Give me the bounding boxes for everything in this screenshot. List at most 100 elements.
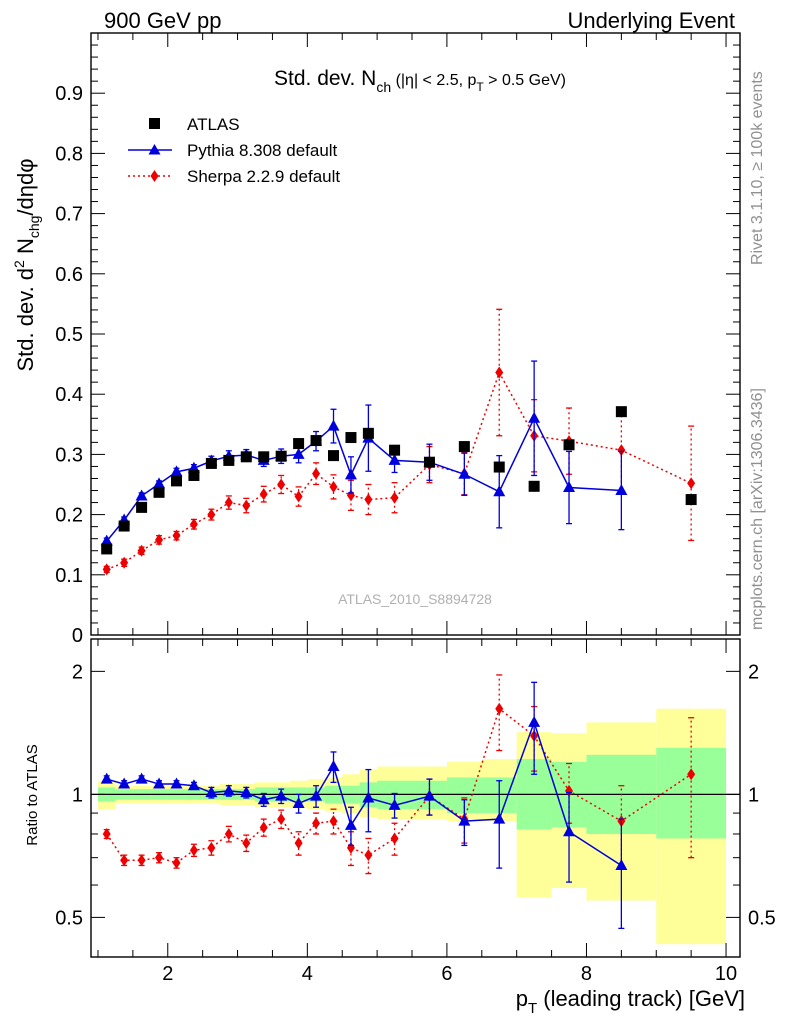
main-ytick-label: 0.6 [55, 264, 83, 286]
main-sherpa-point [189, 518, 198, 531]
main-sherpa-point [312, 467, 321, 480]
header-right: Underlying Event [567, 8, 735, 33]
main-atlas-point [223, 454, 235, 466]
main-atlas-point [345, 432, 357, 444]
ratio-ylabel: Ratio to ATLAS [24, 744, 41, 845]
main-sherpa-point [224, 496, 233, 509]
ratio-sherpa-point [687, 768, 696, 781]
ratio-sherpa-point [155, 851, 164, 864]
ratio-sherpa-point [294, 837, 303, 850]
watermark: ATLAS_2010_S8894728 [338, 591, 492, 607]
main-atlas-point [563, 439, 575, 451]
ratio-ytick-label: 2 [72, 661, 83, 683]
ratio-xtick-label: 10 [715, 963, 737, 985]
ratio-pythia-point [458, 814, 471, 826]
main-sherpa-point [172, 529, 181, 542]
ratio-pythia-point [170, 777, 183, 789]
ratio-pythia-point [205, 786, 218, 798]
ratio-pythia-point [240, 786, 253, 798]
ratio-sherpa-point [390, 832, 399, 845]
main-atlas-point [310, 435, 322, 447]
ratio-pythia-point [310, 789, 323, 801]
ratio-pythia-point [257, 793, 270, 805]
ratio-pythia-point [292, 796, 305, 808]
main-ytick-label: 0 [72, 625, 83, 647]
main-atlas-point [328, 450, 340, 462]
main-sherpa-point [102, 563, 111, 576]
main-sherpa-point [155, 533, 164, 546]
main-pythia-point [100, 534, 113, 546]
ratio-pythia-point [222, 784, 235, 796]
chart-title: Std. dev. Nch (|η| < 2.5, pT > 0.5 GeV) [274, 67, 566, 95]
ratio-sherpa-point [189, 844, 198, 857]
main-pythia-point [458, 467, 471, 479]
main-pythia-point [493, 485, 506, 497]
ratio-pythia-point [423, 789, 436, 801]
main-pythia-point [563, 481, 576, 493]
ratio-pythia-point [362, 791, 375, 803]
main-ylabel: Std. dev. d2 Nchg/dηdφ [11, 158, 42, 371]
ratio-ytick-label-right: 0.5 [748, 907, 776, 929]
ratio-sherpa-point [120, 854, 129, 867]
ratio-pythia-point [135, 772, 148, 784]
ratio-pythia-point [327, 760, 340, 772]
main-sherpa-point [390, 491, 399, 504]
main-ytick-label: 0.7 [55, 204, 83, 226]
main-pythia-point [528, 411, 541, 423]
ratio-xtick-label: 6 [441, 963, 452, 985]
main-ytick-label: 0.2 [55, 505, 83, 527]
ratio-sherpa-point [495, 702, 504, 715]
legend-label-atlas: ATLAS [187, 115, 240, 134]
main-pythia-point [170, 465, 183, 477]
ratio-pythia-point [493, 812, 506, 824]
main-panel: ATLAS_2010_S8894728 0 0.1 0.2 0.3 0.4 0.5 0.6 0… [11, 32, 741, 647]
ratio-sherpa-point [102, 827, 111, 840]
ratio-sherpa-point [565, 784, 574, 797]
header-left: 900 GeV pp [104, 8, 221, 33]
ratio-pythia-point [187, 779, 200, 791]
main-atlas-point [293, 438, 305, 450]
main-atlas-point [389, 444, 401, 456]
ratio-sherpa-point [137, 854, 146, 867]
rivet-label: Rivet 3.1.10, ≥ 100k events [749, 71, 766, 265]
ratio-band-inner [656, 747, 727, 839]
ratio-xtick-label: 4 [302, 963, 313, 985]
ratio-pythia-point [388, 798, 401, 810]
ratio-ytick-label-right: 2 [748, 661, 759, 683]
main-pythia-point [327, 419, 340, 431]
ratio-sherpa-point [329, 815, 338, 828]
main-atlas-point [240, 451, 252, 463]
ratio-sherpa-point [207, 841, 216, 854]
ratio-sherpa-point [242, 837, 251, 850]
ratio-sherpa-point [364, 849, 373, 862]
main-sherpa-point [207, 508, 216, 521]
main-ytick-label: 0.8 [55, 143, 83, 165]
main-ytick-label: 0.9 [55, 83, 83, 105]
ratio-sherpa-point [259, 821, 268, 834]
main-sherpa-point [137, 544, 146, 557]
ratio-xtick-label: 8 [581, 963, 592, 985]
main-pythia-point [344, 468, 357, 480]
main-atlas-point [170, 475, 182, 487]
main-pythia-point [153, 477, 166, 489]
ratio-xlabel: pT (leading track) [GeV] [516, 986, 745, 1017]
main-atlas-point [423, 456, 435, 468]
main-ytick-label: 0.4 [55, 384, 83, 406]
main-sherpa-point [687, 477, 696, 490]
main-atlas-point [118, 520, 130, 532]
main-atlas-point [205, 457, 217, 469]
ratio-panel: 0.5 0.5 1 1 2 2 2 4 6 8 10 Ratio to ATLAS pT (lead… [24, 638, 776, 1017]
main-pythia-point [135, 489, 148, 501]
ratio-sherpa-point [312, 817, 321, 830]
ratio-ytick-label-right: 1 [748, 784, 759, 806]
main-atlas-point [188, 469, 200, 481]
ratio-pythia-point [118, 777, 131, 789]
main-sherpa-point [120, 556, 129, 569]
main-atlas-point [136, 501, 148, 513]
main-ytick-label: 0.3 [55, 444, 83, 466]
ratio-sherpa-point [172, 856, 181, 869]
main-pythia-point [388, 453, 401, 465]
main-atlas-point [362, 427, 374, 439]
ratio-sherpa-point [224, 827, 233, 840]
